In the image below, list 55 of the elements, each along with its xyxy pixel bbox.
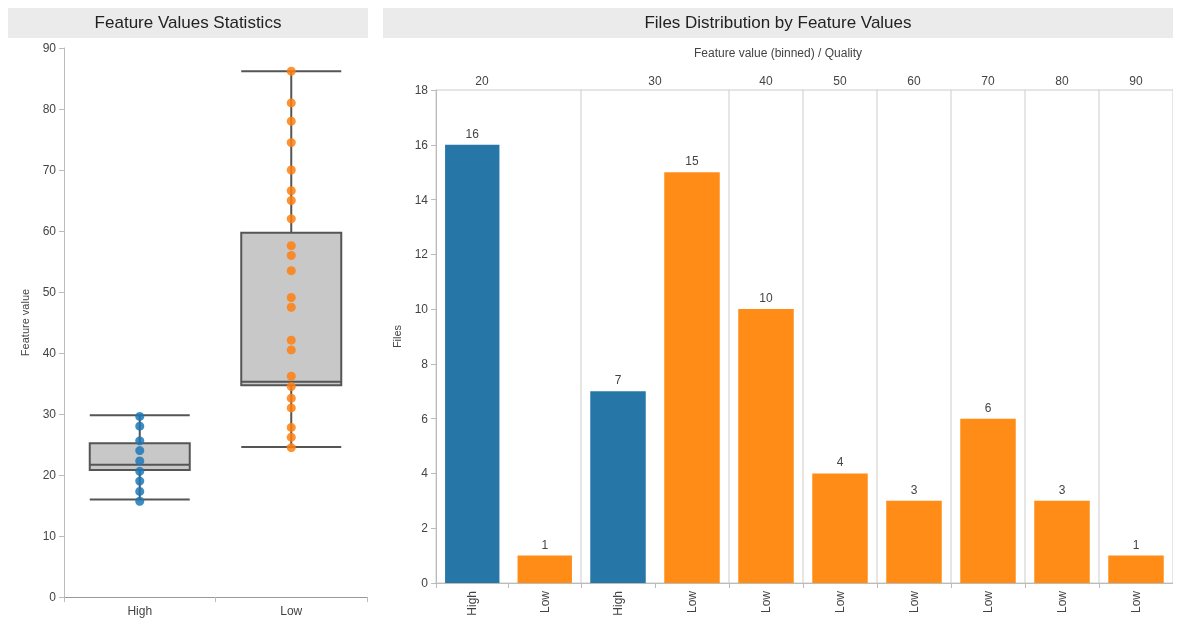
y-tick-label: 10 (414, 302, 429, 317)
data-label: 15 (685, 154, 699, 169)
y-tick-label: 10 (42, 529, 57, 543)
y-axis-title: Files (390, 324, 403, 349)
data-label: 1 (1132, 537, 1140, 552)
y-tick-label: 20 (42, 468, 57, 482)
x-tick-label: High (127, 604, 153, 618)
x-tick-label: High (465, 591, 480, 616)
chart-title: 20 (475, 74, 489, 88)
chart-title: 80 (1055, 74, 1069, 88)
y-tick-label: 60 (42, 224, 57, 238)
data-label: 16 (465, 126, 480, 141)
y-tick-label: 16 (414, 137, 429, 152)
chart-title: 50 (833, 74, 847, 88)
x-tick-label: High (611, 591, 625, 616)
x-tick-label: Low (981, 590, 995, 614)
x-tick-label: Low (833, 590, 847, 614)
x-tick-label: Low (537, 590, 552, 614)
y-tick-label: 40 (42, 346, 57, 360)
y-tick-label: 18 (414, 83, 429, 97)
y-tick-label: 14 (414, 192, 429, 207)
data-label: 6 (984, 400, 992, 415)
y-tick-label: 12 (414, 247, 429, 262)
chart-title: 70 (981, 74, 995, 88)
x-tick-label: Low (759, 590, 773, 614)
data-label: 4 (836, 455, 844, 470)
y-tick-label: 8 (421, 356, 429, 371)
data-label: 10 (759, 291, 773, 306)
y-axis-title: Feature value (18, 288, 31, 357)
chart-title: 40 (759, 74, 773, 88)
data-label: 7 (614, 373, 622, 388)
data-label: 3 (1058, 482, 1066, 497)
chart-title: 60 (907, 74, 921, 88)
x-tick-label: Low (1055, 590, 1069, 614)
x-tick-label: Low (907, 590, 921, 614)
y-tick-label: 0 (49, 590, 57, 604)
text: Files Distribution by Feature Values (383, 8, 1173, 38)
x-tick-label: Low (685, 590, 699, 614)
data-label: 1 (541, 537, 549, 552)
y-tick-label: 50 (42, 285, 57, 299)
y-tick-label: 4 (421, 466, 429, 481)
y-tick-label: 2 (421, 521, 429, 536)
data-label: 3 (910, 482, 918, 497)
y-tick-label: 70 (42, 163, 57, 177)
y-tick-label: 6 (421, 411, 429, 426)
x-tick-label: Low (1129, 590, 1143, 614)
x-tick-label: Low (280, 604, 303, 618)
y-tick-label: 30 (42, 407, 57, 421)
y-tick-label: 80 (42, 102, 57, 116)
text: Feature value (binned) / Quality (692, 46, 864, 60)
y-tick-label: 0 (421, 576, 429, 590)
chart-title: 90 (1129, 74, 1143, 88)
chart-title: Feature Values Statistics (8, 8, 368, 38)
y-tick-label: 90 (42, 41, 57, 55)
chart-title: 30 (648, 74, 662, 88)
